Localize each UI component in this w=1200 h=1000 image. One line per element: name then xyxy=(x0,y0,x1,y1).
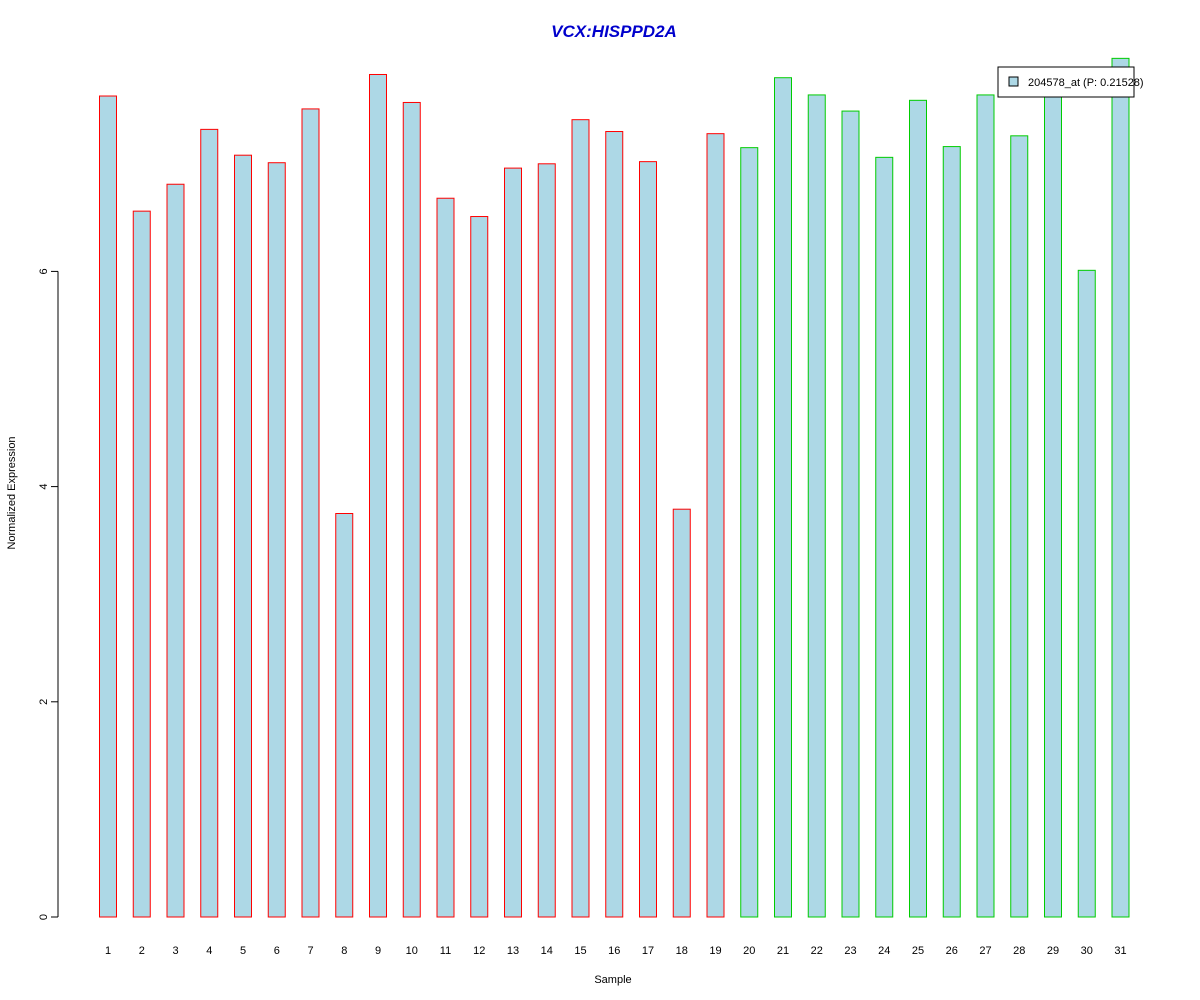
x-tick-label: 6 xyxy=(274,945,280,957)
bar-sample-23 xyxy=(841,110,860,918)
y-tick-label: 0 xyxy=(38,914,50,920)
x-tick-label: 27 xyxy=(979,945,991,957)
bar-sample-6 xyxy=(267,162,286,918)
x-tick-label: 19 xyxy=(709,945,721,957)
x-tick-label: 11 xyxy=(440,945,451,957)
bar-sample-5 xyxy=(234,154,252,918)
x-tick-label: 21 xyxy=(777,945,789,957)
x-tick-label: 17 xyxy=(642,945,654,957)
x-axis-label: Sample xyxy=(594,974,631,986)
bar-sample-30 xyxy=(1077,269,1096,918)
legend-swatch xyxy=(1008,76,1019,87)
bar-sample-19 xyxy=(706,133,725,918)
bar-sample-31 xyxy=(1111,57,1130,918)
x-tick-label: 24 xyxy=(878,945,890,957)
x-tick-label: 22 xyxy=(811,945,823,957)
bar-sample-18 xyxy=(672,508,691,918)
y-tick-label: 2 xyxy=(38,699,50,705)
x-tick-label: 3 xyxy=(172,945,178,957)
x-tick-label: 29 xyxy=(1047,945,1059,957)
x-tick-label: 30 xyxy=(1081,945,1093,957)
bar-sample-27 xyxy=(976,94,995,918)
x-tick-labels: 1 2 3 4 5 6 7 8 9 10 11 12 13 14 15 16 17 18 19 20 21 22 23 24 2… xyxy=(105,945,1127,957)
legend-box xyxy=(997,66,1135,98)
x-tick-label: 23 xyxy=(844,945,856,957)
bar-sample-26 xyxy=(942,146,961,918)
bar-sample-7 xyxy=(301,108,320,918)
bar-sample-9 xyxy=(369,73,387,918)
x-tick-label: 31 xyxy=(1114,945,1126,957)
x-tick-label: 1 xyxy=(105,945,111,957)
x-tick-label: 7 xyxy=(307,945,313,957)
bar-sample-16 xyxy=(605,131,624,918)
bar-sample-11 xyxy=(436,197,455,918)
bar-sample-12 xyxy=(470,216,489,918)
x-tick-label: 4 xyxy=(206,945,212,957)
bar-sample-22 xyxy=(807,94,826,918)
bar-sample-28 xyxy=(1010,135,1029,918)
bar-sample-20 xyxy=(740,147,759,918)
x-tick-label: 25 xyxy=(912,945,924,957)
x-tick-label: 15 xyxy=(574,945,586,957)
bar-sample-29 xyxy=(1044,87,1062,918)
x-tick-label: 10 xyxy=(406,945,418,957)
bar-sample-25 xyxy=(909,99,927,918)
chart-title: VCX:HISPPD2A xyxy=(551,22,677,41)
bar-sample-17 xyxy=(639,161,657,918)
y-tick-label: 4 xyxy=(38,484,50,490)
bar-sample-14 xyxy=(537,163,556,918)
x-tick-label: 13 xyxy=(507,945,519,957)
bar-sample-21 xyxy=(774,77,792,918)
legend-entry-label: 204578_at (P: 0.21528) xyxy=(1028,77,1144,89)
x-tick-label: 26 xyxy=(946,945,958,957)
x-tick-label: 18 xyxy=(676,945,688,957)
x-tick-label: 14 xyxy=(541,945,553,957)
x-tick-label: 12 xyxy=(473,945,485,957)
bar-sample-13 xyxy=(504,167,522,918)
x-tick-label: 2 xyxy=(139,945,145,957)
y-axis-label: Normalized Expression xyxy=(6,436,18,549)
x-tick-label: 28 xyxy=(1013,945,1025,957)
x-tick-label: 9 xyxy=(375,945,381,957)
bar-sample-24 xyxy=(875,156,894,918)
x-tick-label: 5 xyxy=(240,945,246,957)
bar-sample-3 xyxy=(166,183,185,918)
x-tick-label: 8 xyxy=(341,945,347,957)
x-tick-label: 16 xyxy=(608,945,620,957)
y-tick-label: 6 xyxy=(38,268,50,274)
bar-sample-4 xyxy=(200,128,219,918)
x-tick-label: 20 xyxy=(743,945,755,957)
y-axis: 0 2 4 6 xyxy=(38,268,59,920)
bar-sample-8 xyxy=(335,513,354,918)
bar-sample-1 xyxy=(99,95,117,918)
bar-sample-2 xyxy=(132,210,151,918)
bars-group xyxy=(99,57,1130,918)
legend: 204578_at (P: 0.21528) xyxy=(997,66,1144,98)
bar-sample-15 xyxy=(571,119,590,918)
bar-sample-10 xyxy=(402,101,421,918)
